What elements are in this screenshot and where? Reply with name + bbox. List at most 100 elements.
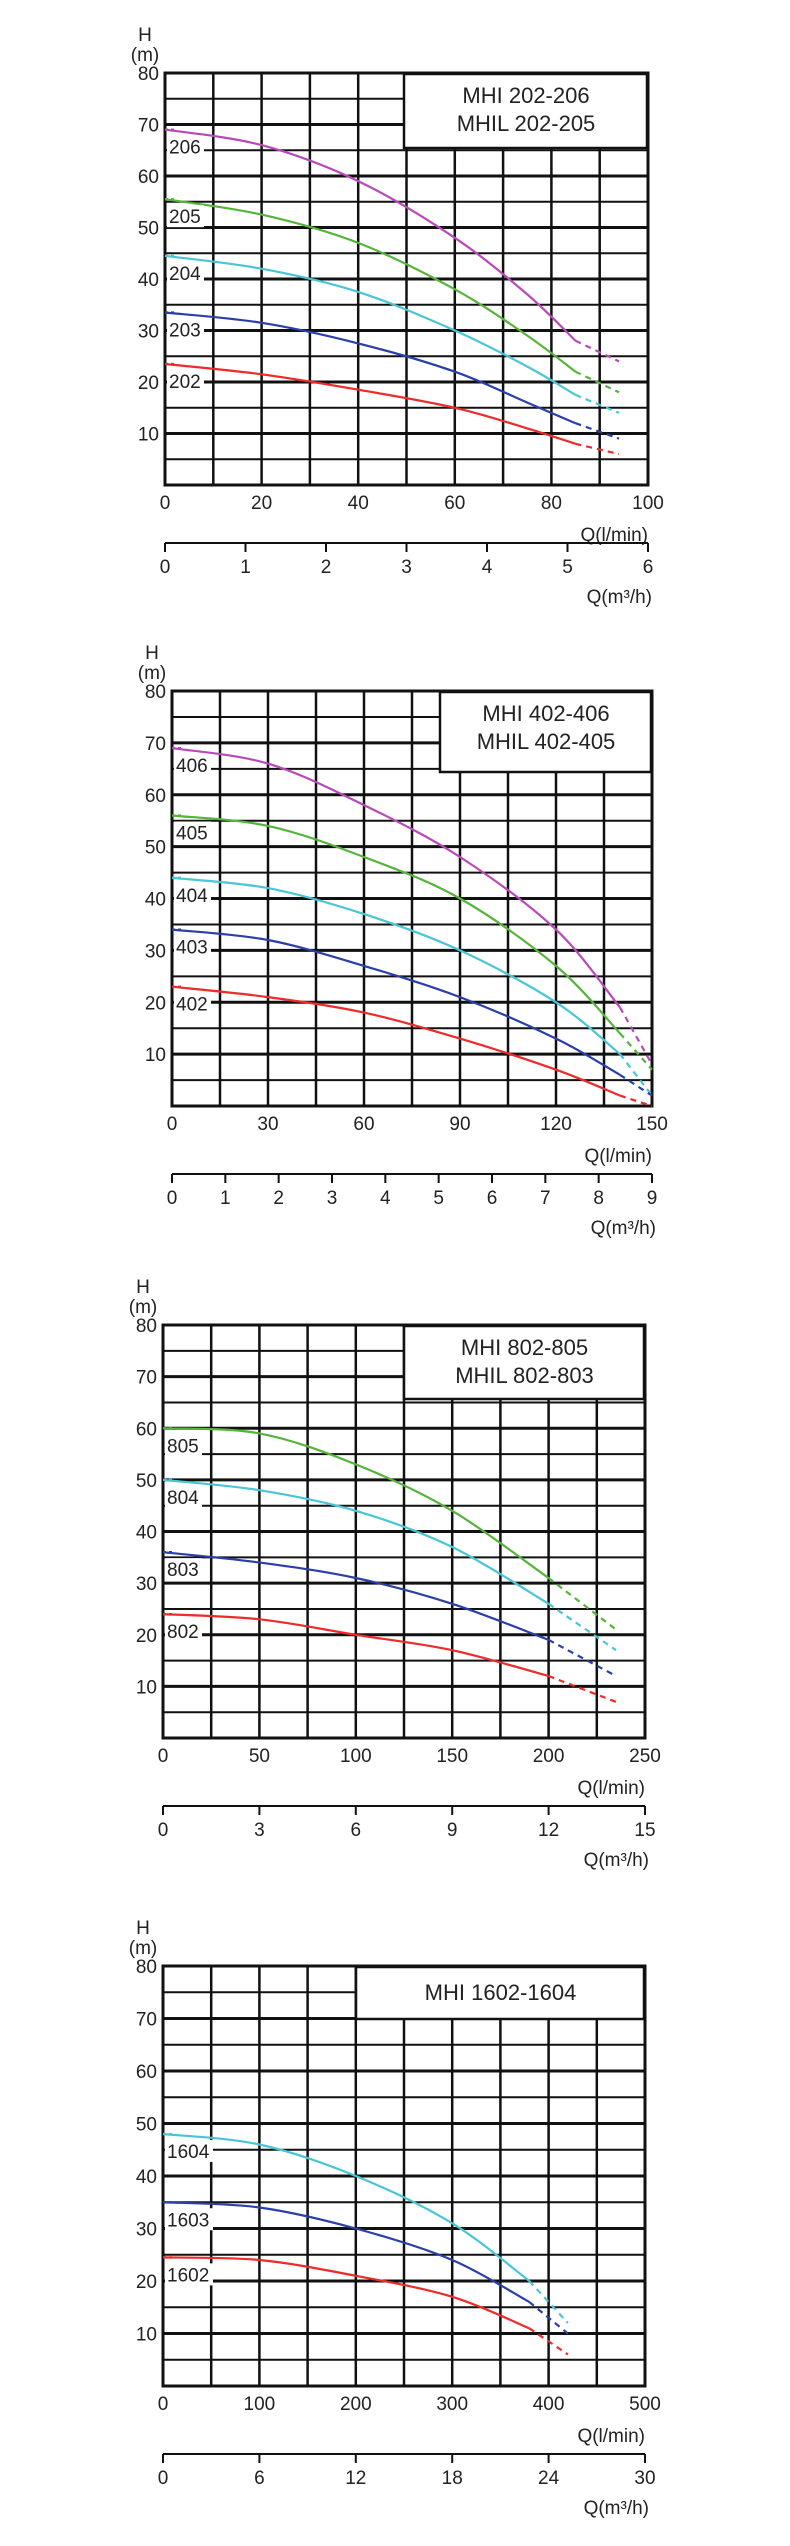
y-tick-label: 50: [136, 2115, 157, 2136]
series-label-bg: [165, 2140, 213, 2162]
curve-tail-206: [575, 339, 620, 363]
series-label-803: 803: [167, 1560, 199, 1581]
series-label-bg: [165, 1620, 202, 1643]
secondary-x-tick-label: 4: [380, 1188, 391, 1209]
secondary-x-tick-label: 3: [254, 1820, 265, 1841]
chart-title-line: MHIL 402-405: [477, 729, 616, 754]
series-label-bg: [167, 318, 204, 341]
title-box-frame: [438, 690, 653, 774]
title-box-frame: [402, 72, 649, 150]
curve-tail-1603: [528, 2301, 569, 2335]
series-label-402: 402: [176, 995, 208, 1016]
y-tick-label: 60: [136, 1419, 157, 1440]
y-tick-label: 30: [136, 1574, 157, 1595]
y-tick-label: 50: [136, 1471, 157, 1492]
secondary-x-tick-label: 1: [240, 557, 251, 578]
y-tick-label: 20: [136, 1626, 157, 1647]
y-tick-label: 80: [136, 1957, 157, 1978]
series-label-1602: 1602: [167, 2265, 209, 2286]
x-axis-label: Q(l/min): [584, 1146, 652, 1167]
curve-402: [171, 985, 621, 1097]
curve-tail-803: [548, 1638, 617, 1677]
y-axis-unit: (m): [131, 45, 159, 66]
secondary-x-axis-label: Q(m³/h): [587, 587, 652, 608]
curve-206: [164, 128, 577, 342]
series-label-805: 805: [167, 1436, 199, 1457]
x-axis-label: Q(l/min): [577, 1778, 645, 1799]
series-label-404: 404: [176, 886, 208, 907]
secondary-x-tick-label: 5: [433, 1188, 444, 1209]
secondary-x-axis-label: Q(m³/h): [591, 1218, 656, 1239]
secondary-x-tick-label: 0: [158, 2468, 169, 2489]
y-tick-label: 10: [136, 1677, 157, 1698]
y-tick-label: 30: [138, 322, 159, 343]
title-box: MHI 402-406 MHIL 402-405: [438, 690, 653, 774]
title-box-frame: [402, 1324, 646, 1401]
y-tick-label: 60: [145, 786, 166, 807]
y-tick-label: 50: [138, 219, 159, 240]
y-tick-label: 60: [138, 167, 159, 188]
series-label-1603: 1603: [167, 2210, 209, 2231]
x-tick-label: 300: [436, 2394, 468, 2415]
series-label-405: 405: [176, 824, 208, 845]
y-tick-label: 20: [145, 993, 166, 1014]
curve-tail-805: [547, 1577, 617, 1631]
y-axis-unit: (m): [129, 1938, 157, 1959]
series-label-bg: [165, 1434, 202, 1457]
secondary-x-tick-label: 3: [327, 1188, 338, 1209]
grid: [161, 1964, 647, 2388]
x-tick-label: 250: [629, 1746, 661, 1767]
series-label-bg: [174, 754, 211, 777]
y-tick-label: 80: [136, 1316, 157, 1337]
secondary-x-tick-label: 9: [447, 1820, 458, 1841]
secondary-x-tick-label: 1: [220, 1188, 231, 1209]
x-tick-label: 30: [257, 1114, 278, 1135]
secondary-x-tick-label: 0: [167, 1188, 178, 1209]
chart-title-line: MHI 802-805: [461, 1335, 588, 1360]
secondary-x-tick-label: 18: [442, 2468, 463, 2489]
chart-title-line: MHI 202-206: [462, 83, 589, 108]
y-tick-label: 80: [145, 682, 166, 703]
curve-tail-802: [548, 1674, 617, 1703]
x-tick-label: 60: [444, 493, 465, 514]
curve-tail-203: [575, 422, 620, 440]
curve-804: [162, 1478, 550, 1605]
curve-203: [164, 311, 576, 425]
series-label-203: 203: [169, 320, 201, 341]
series-label-205: 205: [169, 207, 201, 228]
secondary-x-tick-label: 8: [593, 1188, 604, 1209]
secondary-x-tick-label: 6: [351, 1820, 362, 1841]
curve-1602: [162, 2256, 530, 2330]
y-tick-label: 60: [136, 2062, 157, 2083]
chart-title-line: MHI 402-406: [482, 701, 609, 726]
secondary-x-tick-label: 15: [634, 1820, 655, 1841]
series-label-bg: [167, 205, 204, 228]
series-label-bg: [174, 821, 211, 844]
secondary-x-tick-label: 0: [160, 557, 171, 578]
curve-tail-402: [619, 1094, 653, 1108]
x-tick-label: 0: [158, 2394, 169, 2415]
y-tick-label: 30: [136, 2220, 157, 2241]
secondary-x-axis-label: Q(m³/h): [584, 2498, 649, 2519]
x-tick-label: 80: [541, 493, 562, 514]
secondary-x-tick-label: 4: [482, 557, 493, 578]
secondary-x-tick-label: 24: [538, 2468, 560, 2489]
y-tick-label: 70: [136, 1368, 157, 1389]
x-tick-label: 150: [436, 1746, 468, 1767]
y-tick-label: 10: [145, 1045, 166, 1066]
curve-403: [171, 928, 621, 1076]
curve-tail-403: [619, 1073, 653, 1097]
y-axis-label: H: [138, 25, 152, 46]
series-label-406: 406: [176, 756, 208, 777]
series-label-bg: [174, 883, 211, 906]
y-tick-label: 40: [136, 2167, 157, 2188]
x-tick-label: 0: [160, 493, 171, 514]
y-tick-label: 10: [138, 425, 159, 446]
y-tick-label: 70: [136, 2010, 157, 2031]
series-label-bg: [174, 935, 211, 958]
